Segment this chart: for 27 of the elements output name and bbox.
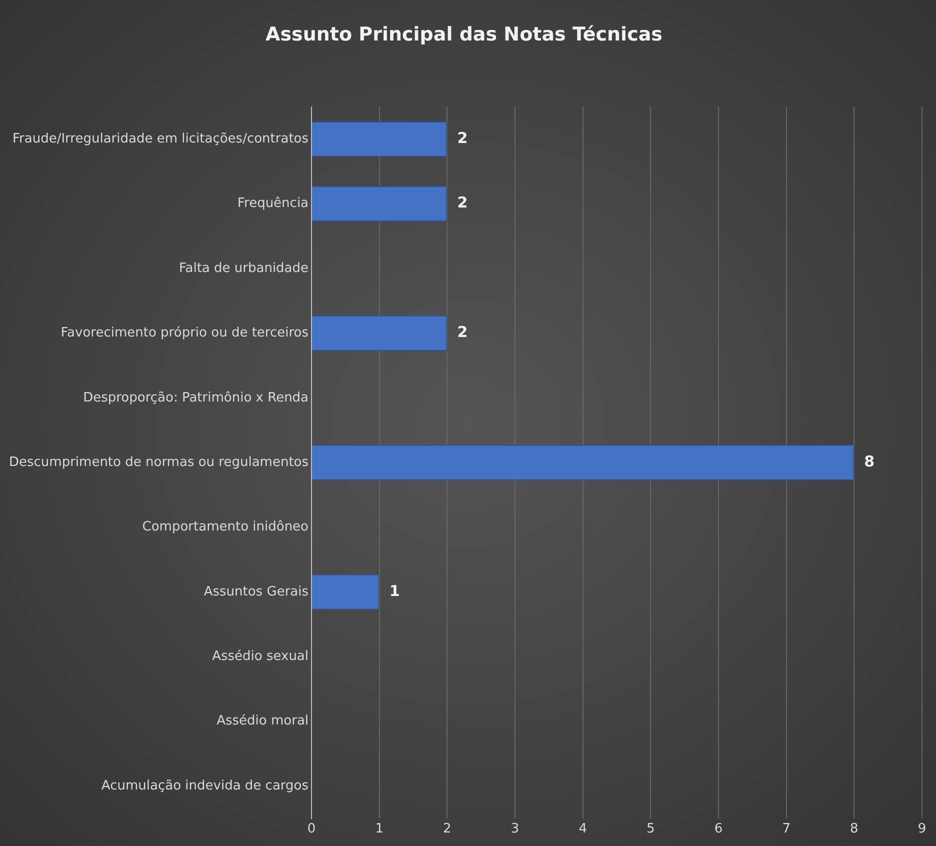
x-tick-label: 3 [510,822,520,837]
x-tick-label: 0 [307,822,316,837]
data-label: 2 [457,194,468,212]
chart-title: Assunto Principal das Notas Técnicas [266,23,662,46]
x-tick-label: 5 [646,822,655,837]
data-label: 1 [389,582,400,600]
y-tick-label: Falta de urbanidade [178,260,309,276]
x-tick-label: 4 [578,822,587,837]
y-tick-label: Frequência [237,196,309,212]
y-tick-label: Assédio moral [216,714,309,729]
y-tick-label: Fraude/Irregularidade em licitações/contratos [12,132,309,147]
y-tick-label: Desproporção: Patrimônio x Renda [83,390,309,406]
y-tick-label: Favorecimento próprio ou de terceiros [60,326,309,341]
y-tick-label: Assédio sexual [212,649,309,664]
x-tick-label: 2 [443,822,452,837]
data-label: 2 [457,129,468,148]
y-tick-label: Comportamento inidôneo [142,520,309,535]
y-tick-label: Acumulação indevida de cargos [101,778,309,794]
x-tick-label: 8 [850,822,858,837]
x-tick-label: 7 [782,822,790,837]
x-tick-label: 1 [375,822,384,837]
y-tick-label: Descumprimento de normas ou regulamentos [8,454,309,470]
x-tick-label: 6 [714,822,723,837]
data-label: 2 [457,323,468,342]
y-tick-label: Assuntos Gerais [204,584,309,600]
x-tick-label: 9 [918,822,926,837]
data-label: 8 [864,452,875,470]
